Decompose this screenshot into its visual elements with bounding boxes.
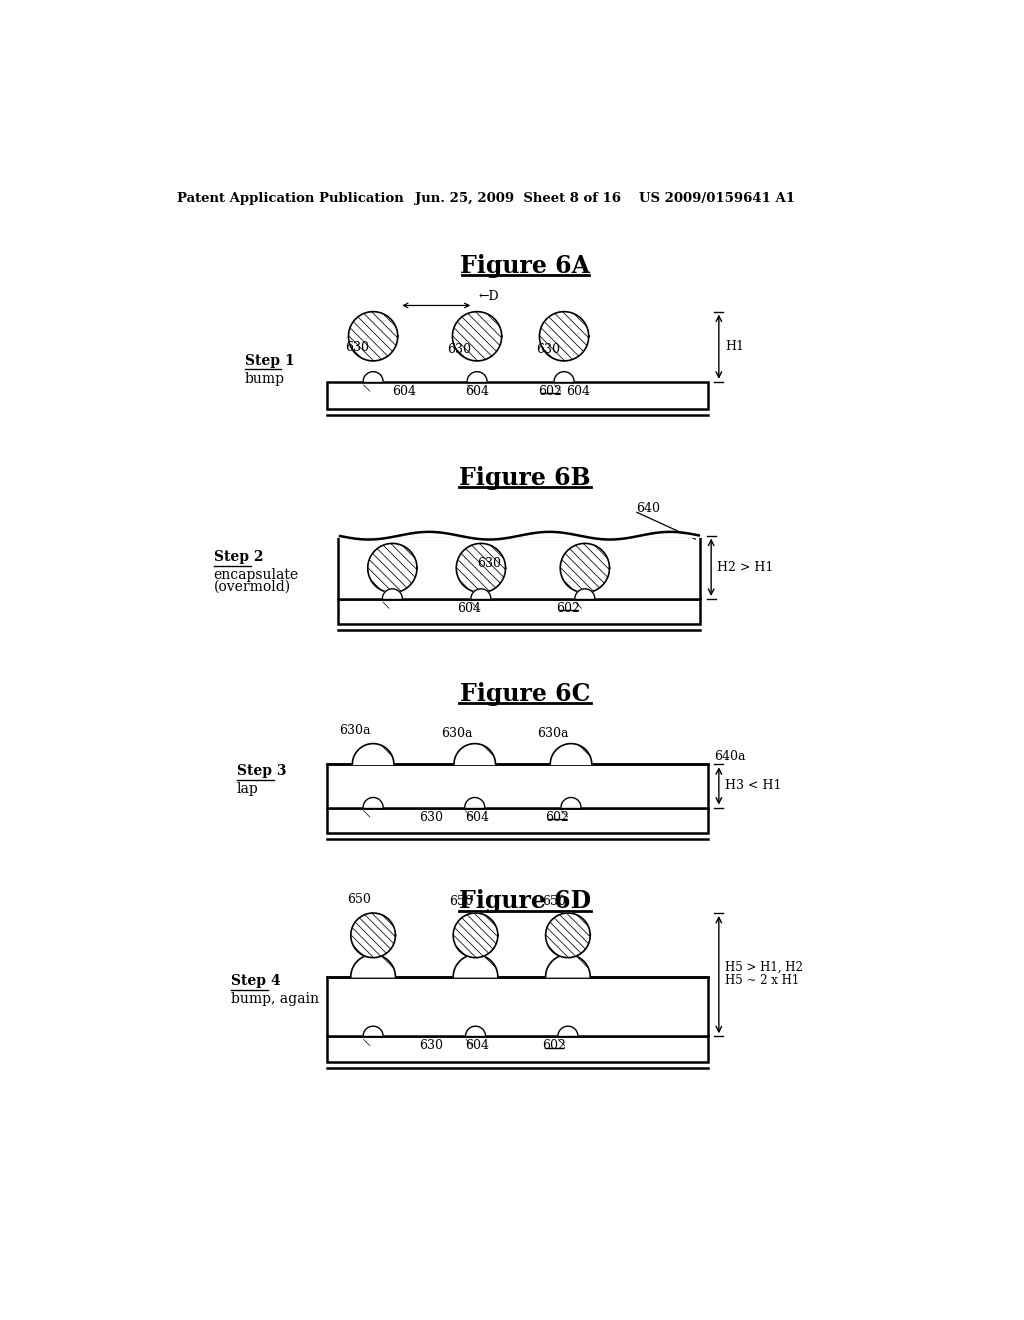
Text: bump, again: bump, again [230, 993, 318, 1006]
Text: 630: 630 [345, 341, 370, 354]
Text: H2 > H1: H2 > H1 [717, 561, 774, 574]
Polygon shape [546, 954, 590, 977]
Text: 630a: 630a [441, 727, 472, 739]
Text: H5 ~ 2 x H1: H5 ~ 2 x H1 [725, 974, 800, 987]
Polygon shape [454, 743, 496, 764]
Bar [327, 764, 708, 808]
Text: US 2009/0159641 A1: US 2009/0159641 A1 [639, 191, 795, 205]
Text: 602: 602 [545, 810, 569, 824]
Text: 640: 640 [637, 502, 660, 515]
Text: encapsulate: encapsulate [214, 568, 299, 582]
Text: Jun. 25, 2009  Sheet 8 of 16: Jun. 25, 2009 Sheet 8 of 16 [416, 191, 622, 205]
Polygon shape [364, 372, 383, 381]
Text: 602: 602 [539, 385, 562, 397]
Text: H1: H1 [725, 341, 744, 354]
Polygon shape [364, 1026, 383, 1036]
Text: 630a: 630a [538, 727, 568, 739]
Bar [327, 977, 708, 1036]
Text: 604: 604 [566, 385, 590, 397]
Text: lap: lap [237, 781, 259, 796]
Polygon shape [467, 372, 487, 381]
Text: Step 3: Step 3 [237, 764, 287, 779]
Polygon shape [368, 544, 417, 593]
Polygon shape [465, 797, 484, 808]
Polygon shape [382, 589, 402, 599]
Text: 650: 650 [542, 895, 565, 908]
Text: 630: 630 [419, 1039, 442, 1052]
Text: 602: 602 [556, 602, 580, 615]
Polygon shape [560, 544, 609, 593]
Text: Step 1: Step 1 [245, 354, 294, 368]
Text: Step 4: Step 4 [230, 974, 281, 989]
Text: H3 < H1: H3 < H1 [725, 779, 781, 792]
Text: Figure 6A: Figure 6A [460, 255, 590, 279]
Text: 630: 630 [477, 557, 501, 570]
Text: 602: 602 [542, 1039, 566, 1052]
Text: 640a: 640a [714, 750, 745, 763]
Text: 630a: 630a [339, 725, 371, 738]
Polygon shape [351, 913, 395, 957]
Polygon shape [546, 913, 590, 957]
Polygon shape [471, 589, 490, 599]
Text: 650: 650 [450, 895, 473, 908]
Polygon shape [554, 372, 574, 381]
Text: 650: 650 [347, 894, 371, 906]
Text: 604: 604 [465, 385, 489, 397]
Text: Figure 6C: Figure 6C [460, 681, 590, 706]
Text: 630: 630 [446, 343, 471, 356]
Text: Patent Application Publication: Patent Application Publication [177, 191, 403, 205]
Text: 630: 630 [537, 343, 560, 356]
Text: (overmold): (overmold) [214, 579, 291, 594]
Text: 630: 630 [419, 810, 442, 824]
Bar [327, 808, 708, 833]
Polygon shape [352, 743, 394, 764]
Text: Step 2: Step 2 [214, 550, 263, 564]
Polygon shape [574, 589, 595, 599]
Polygon shape [466, 1026, 485, 1036]
Polygon shape [364, 797, 383, 808]
Text: Figure 6B: Figure 6B [459, 466, 591, 490]
Text: Figure 6D: Figure 6D [459, 890, 591, 913]
Bar [339, 599, 700, 624]
Polygon shape [351, 954, 395, 977]
Polygon shape [550, 743, 592, 764]
Text: H5 > H1, H2: H5 > H1, H2 [725, 961, 803, 973]
Text: bump: bump [245, 372, 285, 385]
Text: 604: 604 [392, 385, 416, 397]
Text: 604: 604 [465, 1039, 489, 1052]
Text: 604: 604 [458, 602, 481, 615]
Bar [327, 1036, 708, 1061]
Polygon shape [561, 797, 581, 808]
Polygon shape [540, 312, 589, 360]
Polygon shape [457, 544, 506, 593]
Polygon shape [454, 954, 498, 977]
Bar [339, 536, 700, 599]
Text: ←D: ←D [478, 290, 500, 304]
Text: 604: 604 [465, 810, 489, 824]
Polygon shape [454, 913, 498, 957]
Bar [327, 381, 708, 409]
Polygon shape [348, 312, 397, 360]
Polygon shape [453, 312, 502, 360]
Polygon shape [558, 1026, 578, 1036]
